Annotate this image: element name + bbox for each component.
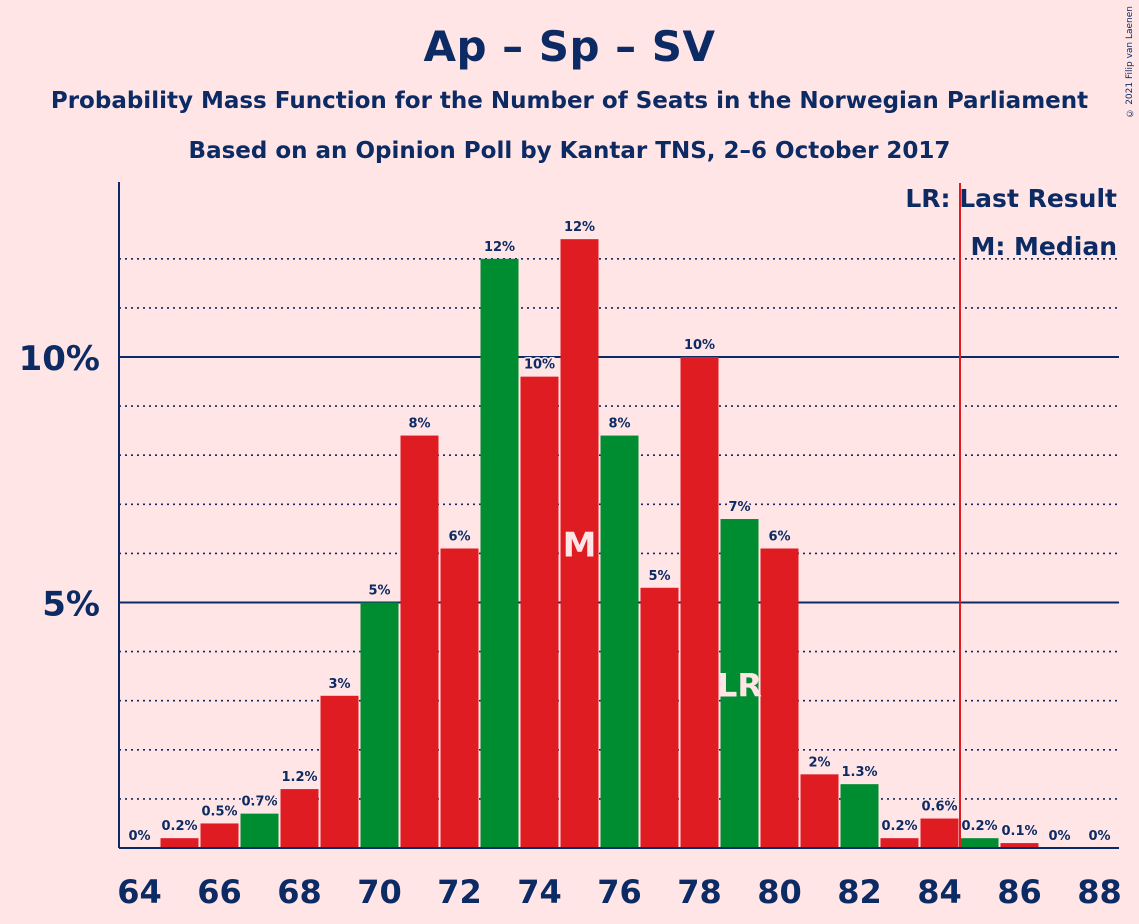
y-tick-label: 10% [19, 339, 100, 379]
bar [600, 435, 639, 848]
bar [360, 602, 399, 848]
bar [560, 239, 599, 848]
bar [480, 258, 519, 848]
bar [720, 519, 759, 848]
bar [320, 695, 359, 848]
data-label: 12% [564, 220, 595, 235]
bar [920, 818, 959, 848]
data-label: 10% [524, 358, 555, 373]
data-label: 12% [484, 240, 515, 255]
bar [200, 823, 239, 848]
x-tick-label: 70 [357, 873, 402, 911]
x-tick-label: 68 [277, 873, 322, 911]
bar [880, 838, 919, 848]
bar [1000, 843, 1039, 848]
x-tick-label: 76 [597, 873, 642, 911]
data-label: 0.2% [961, 819, 997, 834]
x-tick-label: 78 [677, 873, 722, 911]
bar [240, 813, 279, 848]
y-tick-label: 5% [42, 585, 100, 625]
data-label: 6% [768, 529, 790, 544]
data-label: 3% [328, 677, 350, 692]
bar [760, 548, 799, 848]
chart-subtitle-2: Based on an Opinion Poll by Kantar TNS, … [188, 138, 951, 164]
data-label: 1.3% [841, 765, 877, 780]
bar [400, 435, 439, 848]
bar [800, 774, 839, 848]
x-tick-label: 82 [837, 873, 882, 911]
data-label: 8% [608, 417, 630, 432]
data-label: 6% [448, 529, 470, 544]
data-label: 0.5% [201, 804, 237, 819]
data-label: 5% [648, 569, 670, 584]
legend-median: M: Median [970, 232, 1117, 261]
bar [520, 376, 559, 848]
legend-last-result: LR: Last Result [905, 184, 1117, 213]
median-marker: M [563, 526, 597, 566]
chart-subtitle: Probability Mass Function for the Number… [50, 88, 1089, 114]
x-tick-label: 86 [997, 873, 1042, 911]
bar [680, 357, 719, 848]
x-tick-label: 84 [917, 873, 962, 911]
data-label: 0.1% [1001, 824, 1037, 839]
data-label: 1.2% [281, 770, 317, 785]
bar [840, 784, 879, 848]
chart-title: Ap – Sp – SV [423, 22, 716, 71]
x-tick-label: 64 [117, 873, 162, 911]
data-label: 7% [728, 500, 750, 515]
data-label: 0.7% [241, 795, 277, 810]
x-tick-label: 72 [437, 873, 482, 911]
bar [280, 789, 319, 848]
bar [640, 587, 679, 848]
data-label: 0.2% [161, 819, 197, 834]
data-label: 8% [408, 417, 430, 432]
x-tick-label: 80 [757, 873, 802, 911]
data-label: 2% [808, 755, 830, 770]
data-label: 0% [1088, 829, 1110, 844]
x-tick-label: 88 [1077, 873, 1122, 911]
bar [960, 838, 999, 848]
data-label: 10% [684, 338, 715, 353]
data-label: 0% [128, 829, 150, 844]
data-label: 5% [368, 584, 390, 599]
last-result-marker: LR [717, 667, 762, 705]
data-label: 0.2% [881, 819, 917, 834]
data-label: 0% [1048, 829, 1070, 844]
x-tick-label: 66 [197, 873, 242, 911]
data-label: 0.6% [921, 800, 957, 815]
bar [160, 838, 199, 848]
bar [440, 548, 479, 848]
x-tick-label: 74 [517, 873, 562, 911]
